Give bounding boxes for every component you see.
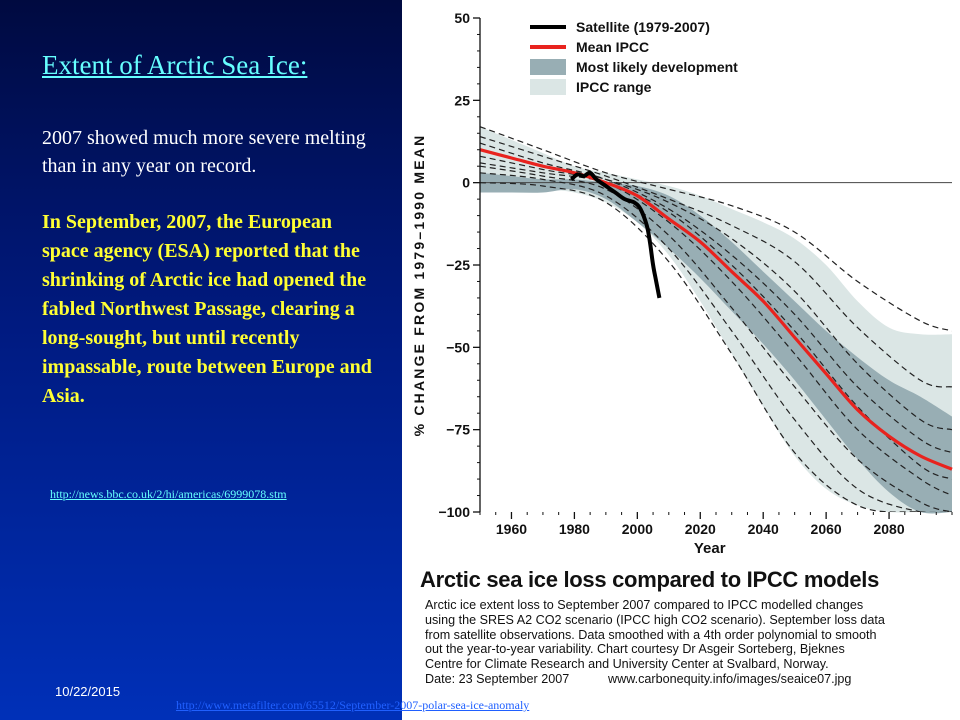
metafilter-link[interactable]: http://www.metafilter.com/65512/Septembe… — [176, 698, 530, 712]
model-run-line — [480, 162, 952, 480]
news-paragraph: In September, 2007, the European space a… — [42, 211, 372, 407]
model-run-line — [480, 142, 952, 454]
legend-label: Mean IPCC — [576, 39, 649, 55]
caption-line: Arctic ice extent loss to September 2007… — [425, 598, 864, 612]
chart-title: Arctic sea ice loss compared to IPCC mod… — [420, 567, 880, 592]
slide-title[interactable]: Extent of Arctic Sea Ice: — [42, 50, 308, 80]
y-tick-label: −75 — [446, 422, 470, 438]
intro-text: 2007 showed much more severe melting tha… — [42, 127, 366, 177]
slide-date: 10/22/2015 — [55, 684, 121, 699]
y-tick-label: −100 — [438, 504, 470, 520]
x-tick-label: 2080 — [873, 521, 904, 537]
caption-date: Date: 23 September 2007 — [425, 671, 570, 686]
y-tick-label: −50 — [446, 339, 470, 355]
legend-label: IPCC range — [576, 79, 652, 95]
legend-swatch-box — [530, 59, 566, 75]
slide-left-panel: Extent of Arctic Sea Ice: 2007 showed mu… — [0, 0, 402, 720]
y-tick-label: −25 — [446, 257, 470, 273]
x-tick-label: 2020 — [685, 521, 716, 537]
model-run-line — [480, 165, 952, 512]
caption-source: www.carbonequity.info/images/seaice07.jp… — [608, 671, 852, 686]
model-run-line — [480, 126, 952, 332]
y-tick-label: 0 — [462, 175, 470, 191]
sea-ice-chart: 50 25 0 −25 −50 −75 −100 1960 1980 2000 2020 2040 20… — [411, 10, 953, 557]
legend-label: Most likely development — [576, 59, 738, 75]
caption-line: out the year-to-year variability. Chart … — [425, 642, 845, 657]
y-axis-label: % CHANGE FROM 1979–1990 MEAN — [411, 134, 427, 437]
satellite-line — [569, 170, 662, 299]
mean-ipcc-line — [479, 148, 953, 471]
chart-caption: Arctic ice extent loss to September 2007… — [425, 598, 955, 687]
x-tick-label: 1980 — [559, 521, 590, 537]
caption-line: from satellite observations. Data smooth… — [425, 627, 877, 642]
caption-line: Centre for Climate Research and Universi… — [425, 657, 829, 672]
y-tick-label: 50 — [454, 10, 470, 26]
y-tick-label: 25 — [454, 92, 470, 108]
x-tick-label: 2000 — [622, 521, 653, 537]
legend-swatch-box — [530, 79, 566, 95]
caption-date-line: Date: 23 September 2007 www.carbonequity… — [425, 672, 955, 687]
x-axis-label: Year — [694, 540, 726, 557]
x-tick-label: 1960 — [496, 521, 527, 537]
model-run-line — [480, 155, 952, 497]
bbc-link[interactable]: http://news.bbc.co.uk/2/hi/americas/6999… — [50, 487, 287, 501]
likely-range-band — [480, 172, 952, 514]
model-run-line — [480, 136, 952, 388]
caption-line: using the SRES A2 CO2 scenario (IPCC hig… — [425, 612, 885, 627]
x-tick-label: 2060 — [811, 521, 842, 537]
model-run-line — [480, 182, 952, 512]
legend-label: Satellite (1979-2007) — [576, 19, 710, 35]
model-run-line — [480, 172, 952, 512]
x-tick-label: 2040 — [748, 521, 779, 537]
model-run-line — [480, 149, 952, 431]
